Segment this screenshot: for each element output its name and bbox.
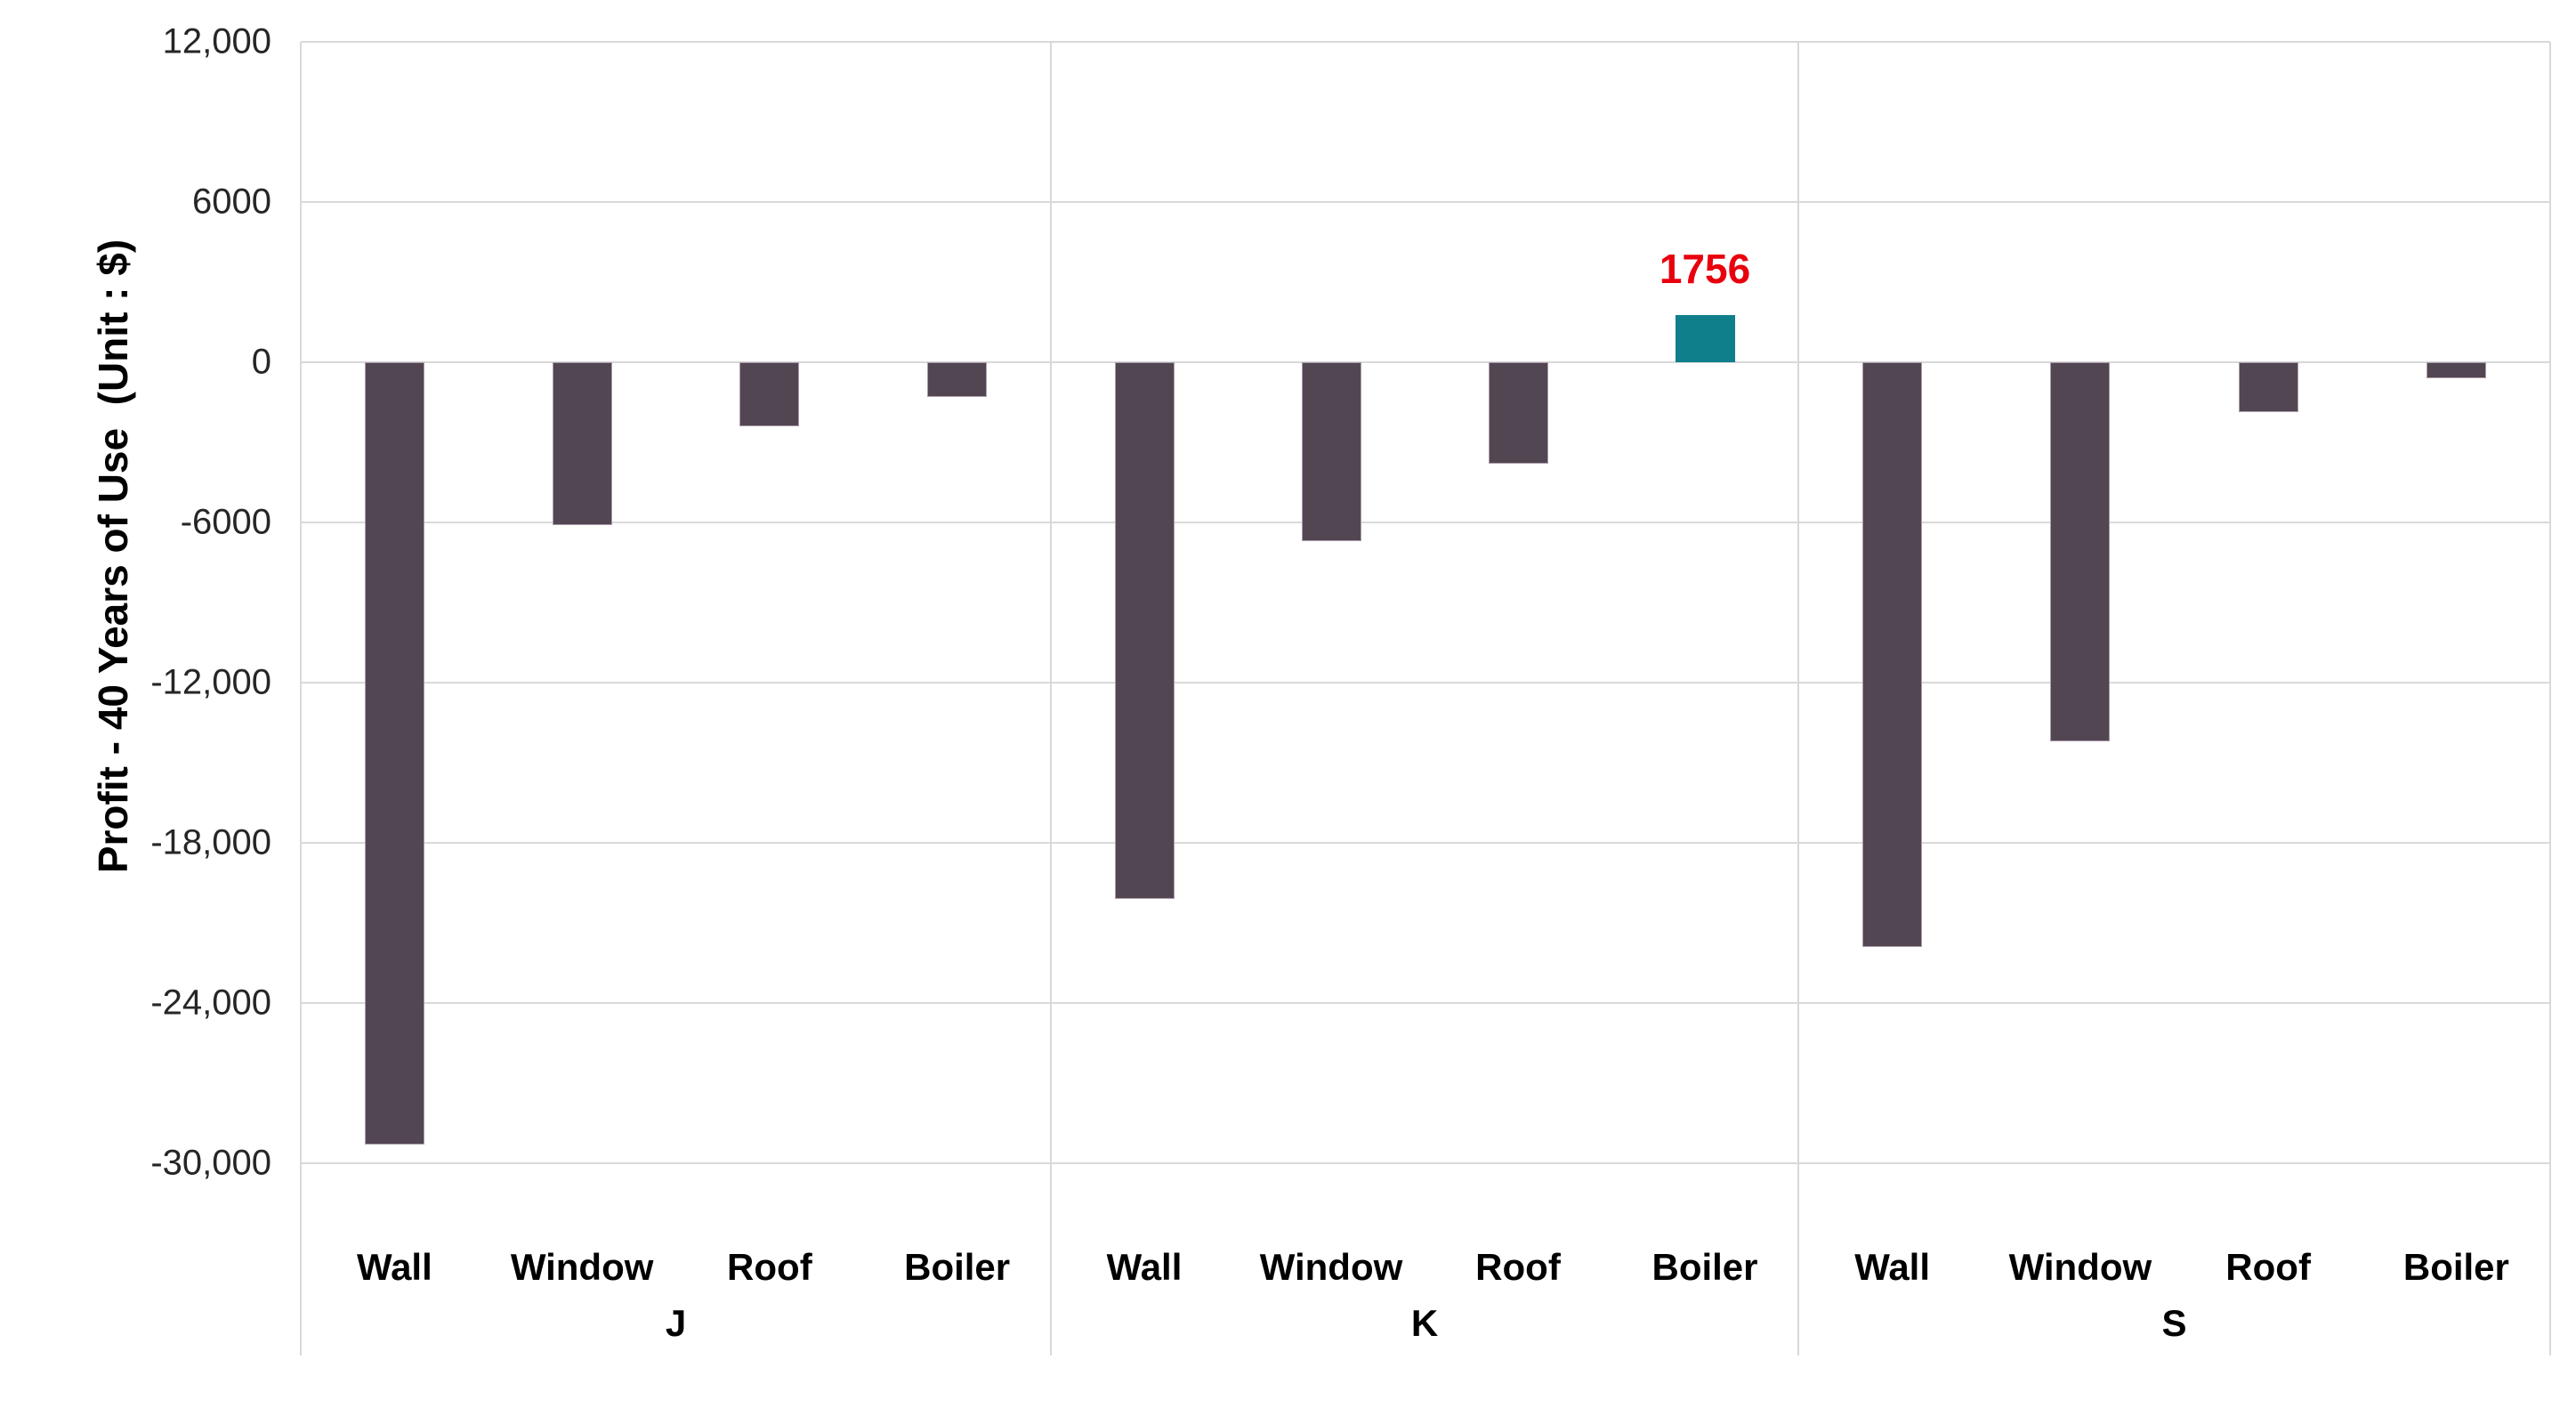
category-label: Window	[2008, 1246, 2152, 1288]
bar-value-label: 1756	[1659, 246, 1751, 293]
group-label: S	[2161, 1302, 2187, 1344]
group-label: K	[1410, 1302, 1439, 1344]
axis-divider	[300, 1163, 302, 1355]
gridline	[301, 682, 2550, 684]
y-tick-label: -30,000	[150, 1143, 271, 1183]
gridline	[301, 361, 2550, 363]
category-label: Wall	[356, 1246, 432, 1288]
y-tick-label: 12,000	[162, 21, 271, 61]
axis-divider	[1050, 1163, 1052, 1355]
bar-J-Wall	[364, 362, 424, 1145]
bar-K-Window	[1301, 362, 1361, 541]
bar-K-Boiler	[1675, 315, 1735, 362]
gridline	[301, 1162, 2550, 1164]
bar-K-Wall	[1114, 362, 1175, 899]
category-label: Boiler	[904, 1246, 1011, 1288]
gridline	[301, 522, 2550, 523]
group-label: J	[665, 1302, 687, 1344]
category-label: Roof	[727, 1246, 812, 1288]
bar-J-Window	[552, 362, 612, 525]
y-tick-label: -12,000	[150, 662, 271, 702]
y-tick-label: -6000	[180, 502, 271, 542]
y-tick-label: -24,000	[150, 983, 271, 1023]
category-label: Window	[510, 1246, 654, 1288]
panel-divider	[2549, 42, 2551, 1163]
gridline	[301, 201, 2550, 203]
category-label: Boiler	[1651, 1246, 1758, 1288]
panel-divider	[300, 42, 302, 1163]
y-tick-label: 6000	[192, 182, 271, 222]
gridline	[301, 1002, 2550, 1004]
y-axis-title: Profit - 40 Years of Use (Unit : $)	[90, 239, 136, 874]
bar-S-Boiler	[2426, 362, 2486, 378]
bar-S-Roof	[2238, 362, 2298, 412]
bar-J-Roof	[739, 362, 800, 426]
panel-divider	[1797, 42, 1799, 1163]
axis-divider	[1797, 1163, 1799, 1355]
category-label: Boiler	[2402, 1246, 2509, 1288]
category-label: Roof	[2225, 1246, 2311, 1288]
panel-divider	[1050, 42, 1052, 1163]
y-tick-label: -18,000	[150, 822, 271, 862]
category-label: Roof	[1475, 1246, 1561, 1288]
category-label: Window	[1259, 1246, 1403, 1288]
bar-J-Boiler	[927, 362, 988, 397]
category-label: Wall	[1854, 1246, 1931, 1288]
gridline	[301, 842, 2550, 844]
bar-S-Window	[2050, 362, 2111, 741]
axis-divider	[2549, 1163, 2551, 1355]
bar-K-Roof	[1488, 362, 1548, 464]
y-tick-label: 0	[251, 342, 271, 382]
bar-S-Wall	[1862, 362, 1923, 947]
category-label: Wall	[1106, 1246, 1183, 1288]
gridline	[301, 41, 2550, 43]
